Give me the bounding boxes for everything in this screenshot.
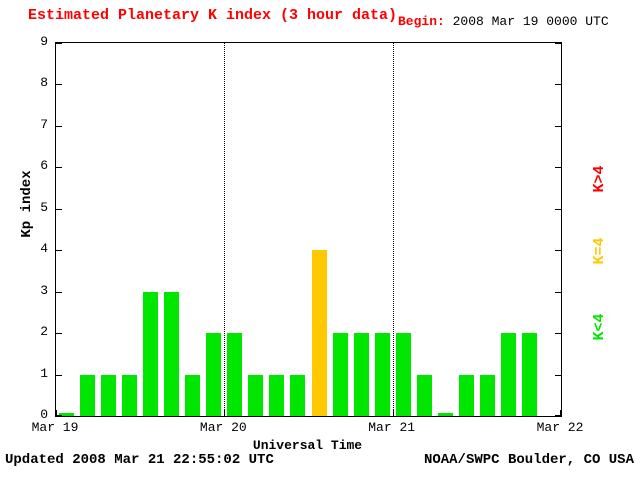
- kp-bar: [332, 333, 348, 416]
- y-tick-label: 2: [40, 324, 48, 340]
- day-boundary-gridline: [392, 43, 394, 416]
- kp-bar: [269, 374, 285, 416]
- kp-bar: [437, 413, 453, 416]
- source-attribution: NOAA/SWPC Boulder, CO USA: [423, 452, 634, 468]
- y-tick-mark: [56, 125, 62, 127]
- kp-bar: [206, 333, 222, 416]
- kp-bar: [164, 291, 180, 416]
- kp-bar: [374, 333, 390, 416]
- y-tick-label: 5: [40, 199, 48, 215]
- y-tick-mark: [555, 167, 561, 169]
- kp-bar: [311, 250, 327, 416]
- x-tick-label: Mar 22: [536, 420, 584, 435]
- y-tick-mark: [56, 208, 62, 210]
- y-tick-mark: [56, 167, 62, 169]
- y-tick-mark: [56, 333, 62, 335]
- y-tick-labels: 0 1 2 3 4 5 6 7 8 9: [20, 34, 48, 422]
- legend-k-lt-4: K<4: [591, 313, 608, 341]
- kp-bar: [458, 374, 474, 416]
- x-axis-title: Universal Time: [252, 438, 363, 453]
- y-tick-mark: [555, 415, 561, 416]
- y-tick-mark: [56, 291, 62, 293]
- kp-bar: [101, 374, 117, 416]
- y-tick-label: 4: [40, 241, 48, 257]
- kp-bar: [353, 333, 369, 416]
- kp-bar: [185, 374, 201, 416]
- y-tick-label: 9: [40, 34, 48, 49]
- x-tick-mark: [56, 410, 57, 416]
- kp-bar: [80, 374, 96, 416]
- y-tick-label: 0: [40, 407, 48, 422]
- y-tick-mark: [555, 291, 561, 293]
- legend-k-gt-4: K>4: [591, 165, 608, 193]
- y-tick-mark: [56, 250, 62, 252]
- y-tick-mark: [555, 374, 561, 376]
- kp-bar: [143, 291, 159, 416]
- day-boundary-gridline: [224, 43, 226, 416]
- y-tick-mark: [555, 84, 561, 86]
- y-tick-mark: [56, 84, 62, 86]
- x-tick-mark: [392, 410, 394, 416]
- kp-bar: [500, 333, 516, 416]
- y-tick-label: 3: [40, 282, 48, 298]
- kp-bar: [122, 374, 138, 416]
- x-tick-labels: Mar 19 Mar 20 Mar 21 Mar 22: [32, 420, 584, 436]
- y-tick-mark: [555, 125, 561, 127]
- y-tick-mark: [555, 333, 561, 335]
- y-tick-label: 6: [40, 158, 48, 174]
- kp-bar: [416, 374, 432, 416]
- kp-bar: [479, 374, 495, 416]
- begin-line: Begin: 2008 Mar 19 0000 UTC: [398, 14, 609, 29]
- chart-title: Estimated Planetary K index (3 hour data…: [28, 7, 398, 24]
- y-tick-label: 8: [40, 75, 48, 91]
- begin-date: 2008 Mar 19 0000 UTC: [452, 14, 609, 29]
- x-tick-label: Mar 21: [368, 420, 416, 435]
- x-tick-mark: [224, 410, 226, 416]
- updated-timestamp: Updated 2008 Mar 21 22:55:02 UTC: [5, 452, 274, 468]
- y-tick-label: 1: [40, 365, 48, 381]
- y-tick-mark: [56, 43, 62, 44]
- kp-bar: [395, 333, 411, 416]
- kp-bar: [248, 374, 264, 416]
- kp-bar: [290, 374, 306, 416]
- y-tick-label: 7: [40, 116, 48, 132]
- kp-bar: [59, 413, 75, 416]
- begin-label: Begin:: [398, 14, 445, 29]
- x-tick-label: Mar 20: [199, 420, 247, 435]
- x-tick-label: Mar 19: [31, 420, 79, 435]
- y-tick-mark: [56, 374, 62, 376]
- kp-bar: [227, 333, 243, 416]
- y-tick-mark: [56, 415, 62, 416]
- kp-bar: [521, 333, 537, 416]
- legend: K>4 K=4 K<4: [568, 42, 638, 415]
- plot-area: [55, 42, 562, 417]
- y-tick-mark: [555, 43, 561, 44]
- y-tick-mark: [555, 250, 561, 252]
- legend-k-eq-4: K=4: [591, 237, 608, 265]
- y-tick-mark: [555, 208, 561, 210]
- x-tick-mark: [560, 410, 561, 416]
